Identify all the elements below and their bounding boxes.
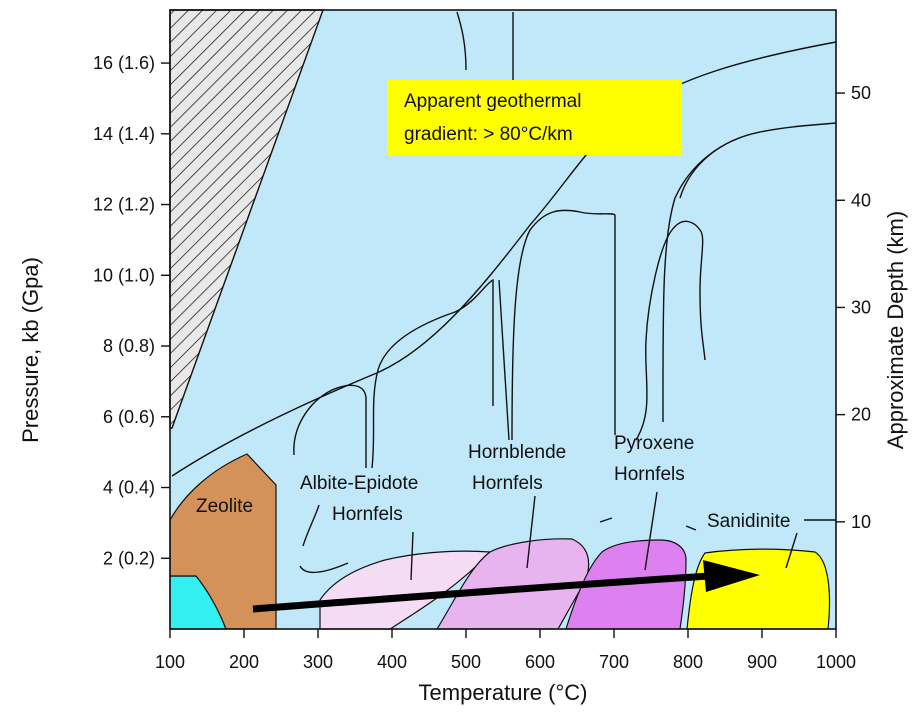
- prograde-path-arrow: [252, 560, 760, 613]
- y-right-tick-label: 20: [851, 405, 871, 425]
- facies-label-sanidinite: Sanidinite: [707, 511, 790, 532]
- facies-label-pyroxene-2: Hornfels: [614, 464, 685, 485]
- x-tick-label: 100: [155, 652, 185, 672]
- x-tick-label: 500: [451, 652, 481, 672]
- x-tick-label: 600: [525, 652, 555, 672]
- gradient-box: [387, 80, 682, 155]
- facies-label-pyroxene-1: Pyroxene: [614, 433, 694, 454]
- hornblende-field: [435, 538, 590, 630]
- facies-leader-lines: [410, 491, 798, 581]
- x-tick-label: 900: [747, 652, 777, 672]
- y-right-tick-label: 30: [851, 297, 871, 317]
- y-left-tick-label: 6 (0.6): [103, 407, 155, 427]
- x-tick-label: 200: [229, 652, 259, 672]
- y-left-tick-label: 8 (0.8): [103, 336, 155, 356]
- gradient-text-line2: gradient: > 80°C/km: [404, 124, 573, 145]
- y-right-tick-label: 50: [851, 83, 871, 103]
- y-axis-right-title: Approximate Depth (km): [883, 211, 908, 449]
- zeolite-field: [169, 453, 277, 630]
- facies-label-hornblende-2: Hornfels: [472, 473, 543, 494]
- y-left-tick-label: 16 (1.6): [93, 53, 155, 73]
- y-right-tick-label: 10: [851, 512, 871, 532]
- x-axis-title: Temperature (°C): [419, 680, 588, 705]
- x-tick-label: 1000: [816, 652, 856, 672]
- y-right-tick-label: 40: [851, 190, 871, 210]
- facies-label-hornblende-1: Hornblende: [468, 442, 566, 463]
- facies-label-zeolite: Zeolite: [196, 496, 253, 517]
- y-left-tick-label: 12 (1.2): [93, 195, 155, 215]
- y-left-tick-label: 4 (0.4): [103, 478, 155, 498]
- gradient-text-line1: Apparent geothermal: [404, 91, 581, 112]
- y-axis-left-ticks: 2 (0.2) 4 (0.4) 6 (0.6) 8 (0.8) 10 (1.0) 12 (…: [93, 53, 170, 568]
- y-left-tick-label: 14 (1.4): [93, 124, 155, 144]
- x-axis-ticks: 100 200 300 400 500 600 700 800 900 1000: [155, 629, 856, 672]
- x-tick-label: 700: [599, 652, 629, 672]
- x-tick-label: 300: [303, 652, 333, 672]
- isograd-lines: [171, 11, 837, 574]
- albite-epidote-field: [319, 550, 492, 630]
- facies-label-albite-epidote-2: Hornfels: [332, 504, 403, 525]
- y-left-tick-label: 10 (1.0): [93, 265, 155, 285]
- y-left-tick-label: 2 (0.2): [103, 548, 155, 568]
- plot-frame: [169, 9, 837, 630]
- facies-label-albite-epidote-1: Albite-Epidote: [300, 473, 418, 494]
- y-axis-right-ticks: 10 20 30 40 50: [836, 83, 871, 532]
- y-axis-left-title: Pressure, kb (Gpa): [18, 257, 43, 443]
- x-tick-label: 400: [377, 652, 407, 672]
- x-tick-label: 800: [673, 652, 703, 672]
